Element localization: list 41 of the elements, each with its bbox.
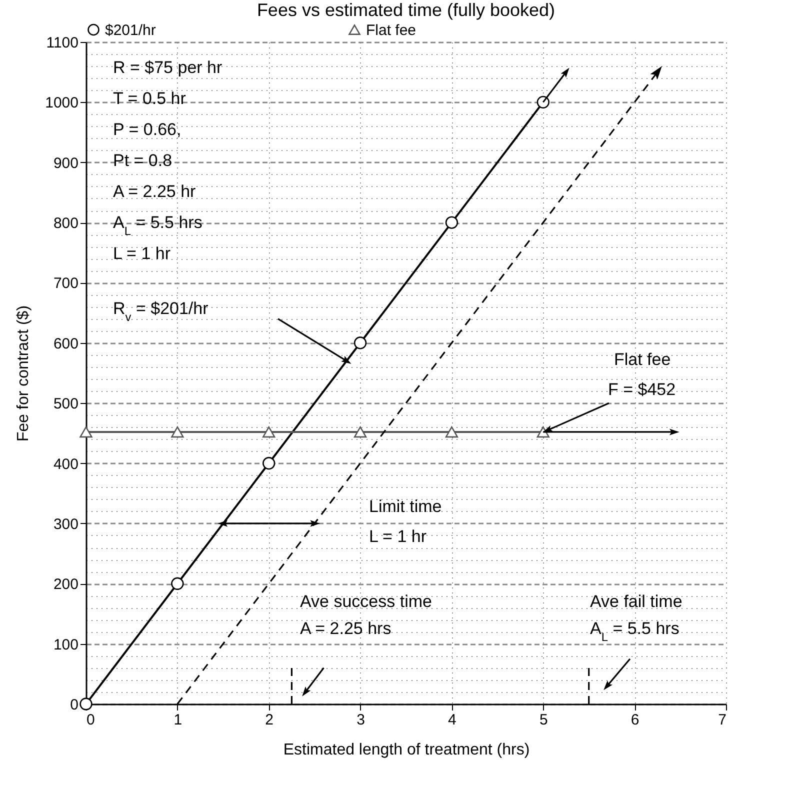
annotation: R$_{v}$ = $201/hr [113, 299, 209, 324]
annotation: R = $75 per hr [113, 58, 222, 77]
annotation: Pt = 0.8 [113, 151, 172, 170]
annotation: A = 2.25 hr [113, 182, 196, 201]
y-tick-label: 1000 [45, 94, 78, 112]
x-tick-label: 7 [718, 712, 726, 728]
x-tick-label: 1 [174, 712, 182, 728]
y-tick-label: 800 [53, 215, 78, 232]
x-tick-label: 6 [630, 712, 640, 728]
x-tick-label: 4 [448, 712, 456, 728]
annotation: T = 0.5 hr [113, 89, 186, 108]
y-tick-label: 400 [53, 456, 78, 473]
y-tick-label: 500 [53, 396, 78, 413]
annotation: A$_{L}$ = 5.5 hrs [113, 213, 202, 238]
y-tick-label: 100 [53, 636, 78, 654]
annotation: F = $452 [608, 380, 676, 399]
y-tick-label: 600 [53, 335, 78, 352]
annotation: A$_{L}$ = 5.5 hrs [590, 619, 680, 644]
annotation: A = 2.25 hrs [300, 619, 392, 638]
y-axis-title: Fee for contract ($) [15, 305, 32, 442]
annotation: P = 0.66, [113, 120, 182, 139]
annotation: Flat fee [614, 350, 671, 369]
y-tick-label: 1100 [46, 34, 78, 52]
legend-label: Flat fee [366, 22, 416, 39]
annotation: Ave fail time [590, 592, 682, 611]
annotation: Limit time [369, 497, 442, 516]
x-tick-label: 0 [86, 712, 95, 728]
chart-title: Fees vs estimated time (fully booked) [256, 0, 556, 20]
y-tick-label: 0 [70, 696, 78, 714]
x-tick-label: 2 [265, 712, 274, 728]
x-tick-label: 5 [539, 712, 548, 728]
y-tick-label: 200 [53, 576, 78, 594]
annotation: L = 1 hr [369, 527, 427, 546]
x-axis-title: Estimated length of treatment (hrs) [283, 742, 530, 758]
y-tick-label: 300 [53, 516, 78, 533]
annotation: L = 1 hr [113, 244, 171, 263]
y-tick-label: 700 [53, 275, 78, 292]
x-tick-label: 3 [356, 712, 365, 728]
y-tick-label: 900 [53, 154, 78, 172]
annotation: Ave success time [300, 592, 432, 611]
legend-label: $201/hr [105, 22, 156, 39]
